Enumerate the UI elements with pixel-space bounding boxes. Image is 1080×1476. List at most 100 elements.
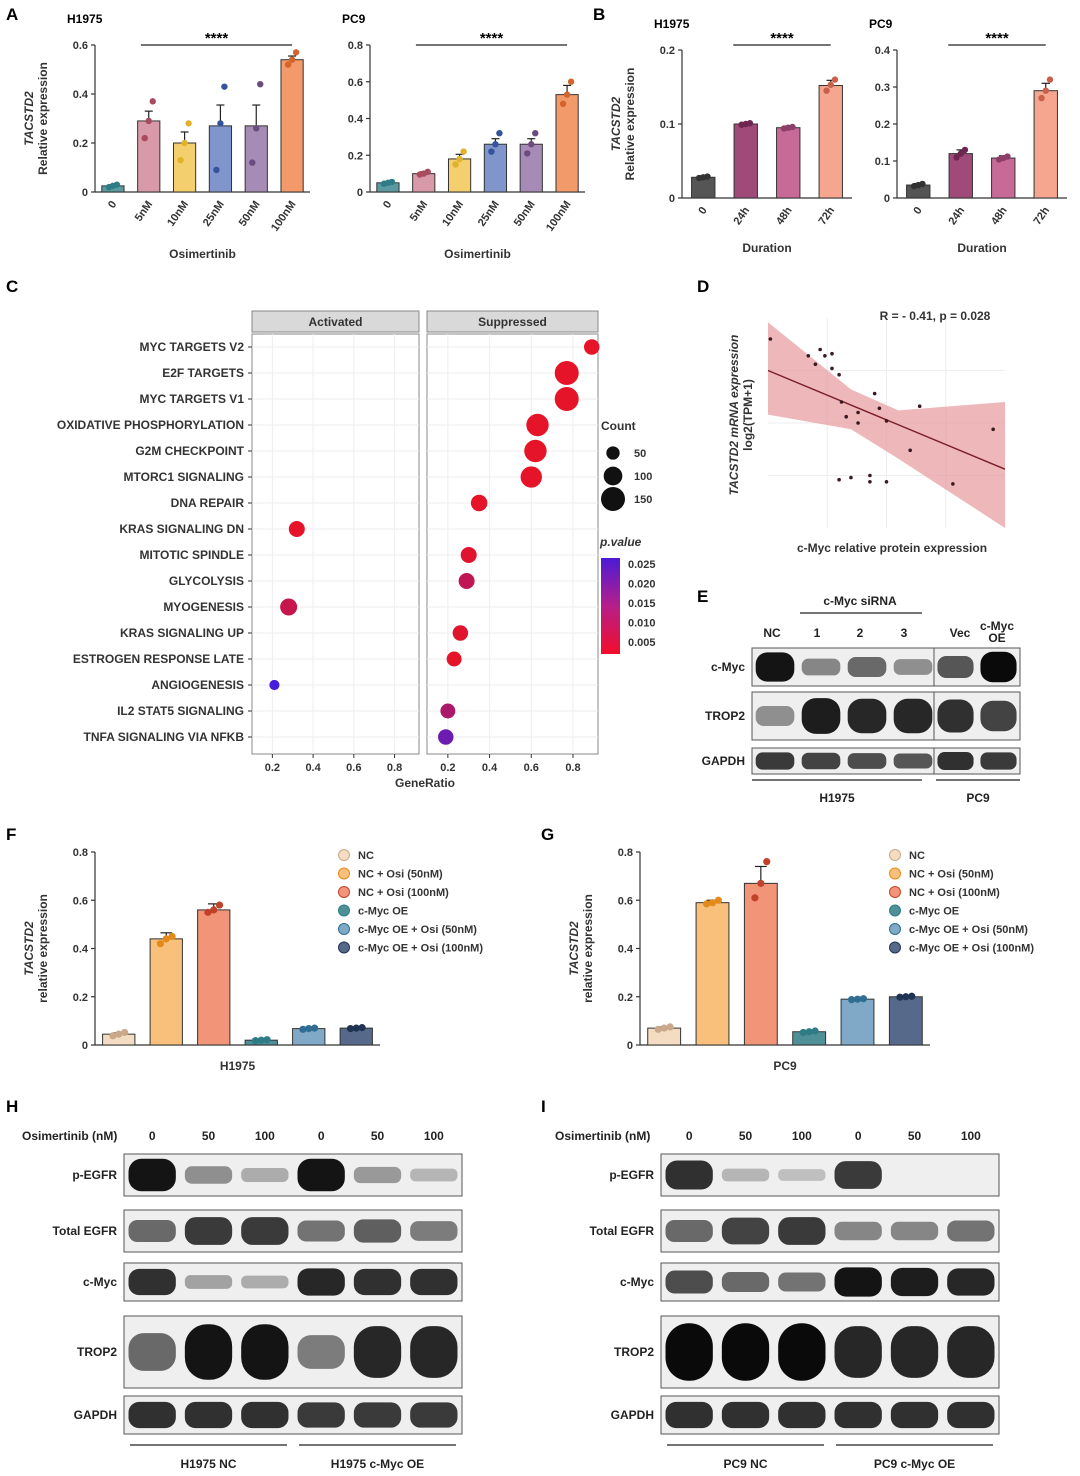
facet-strip: [426, 310, 599, 333]
data-point: [957, 150, 964, 157]
blot-band: [721, 1401, 770, 1429]
data-point: [961, 146, 969, 154]
bar: [555, 94, 579, 193]
dot: [526, 413, 549, 437]
x-tick-label: 24h: [731, 205, 752, 228]
x-axis-label: Duration: [742, 241, 791, 255]
lane-label: OE: [988, 631, 1005, 645]
blot-band: [847, 753, 887, 769]
data-point: [757, 879, 765, 887]
blot-band: [184, 1217, 233, 1245]
blot-band: [778, 1401, 826, 1429]
color-legend-label: 0.025: [628, 559, 656, 571]
y-tick-label: 0: [669, 193, 675, 205]
x-axis-label: GeneRatio: [395, 776, 455, 790]
blot-band: [410, 1326, 458, 1378]
chart-b-h1975: 0 0.1 0.2 H1975 TACSTD2 Relative expression 0 2…: [609, 17, 852, 255]
panel-label-h: H: [6, 1097, 18, 1116]
dot: [446, 651, 462, 667]
data-point: [352, 1024, 360, 1032]
y-axis-label: TACSTD2 mRNA expression: [727, 335, 741, 496]
size-legend-dot: [603, 466, 623, 486]
color-legend-label: 0.015: [628, 598, 656, 610]
bar: [149, 938, 183, 1046]
y-tick-label: 0: [82, 1040, 88, 1052]
color-legend-label: 0.005: [628, 637, 656, 649]
group-label: H1975 NC: [180, 1457, 236, 1471]
data-point: [823, 87, 830, 94]
blot-row-label: c-Myc: [620, 1275, 654, 1289]
blot-band: [241, 1324, 289, 1380]
blot-band: [847, 698, 887, 734]
blot-band: [410, 1268, 458, 1296]
group-label: H1975 c-Myc OE: [331, 1457, 424, 1471]
bar: [208, 125, 233, 193]
blot-band: [410, 1168, 458, 1182]
bar: [447, 158, 472, 193]
blot-band: [297, 1220, 345, 1242]
blot-band: [980, 700, 1017, 732]
data-point: [896, 993, 904, 1001]
data-point: [849, 475, 853, 480]
y-tick-label: 0.2: [348, 150, 363, 162]
data-point: [1004, 153, 1011, 160]
lane-label: 1: [814, 626, 821, 640]
chart-title: H1975: [67, 12, 103, 26]
lane-label: NC: [763, 626, 781, 640]
x-axis-label: PC9: [773, 1059, 797, 1073]
data-point: [763, 858, 771, 866]
blot-band: [947, 1220, 995, 1242]
y-tick-label: 0.2: [875, 119, 890, 131]
y-tick-label: 0.2: [73, 992, 88, 1004]
data-point: [859, 995, 868, 1003]
data-point: [902, 993, 910, 1001]
treatment-label: Osimertinib (nM): [22, 1129, 117, 1143]
y-axis-label-secondary: relative expression: [581, 894, 595, 1003]
data-point: [249, 159, 256, 166]
panel-label-g: G: [541, 825, 554, 844]
color-legend-label: 0.010: [628, 618, 656, 630]
data-point: [806, 354, 811, 358]
blot-band: [128, 1333, 176, 1371]
y-axis-label-secondary: log2(TPM+1): [741, 379, 755, 451]
color-legend-label: 0.020: [628, 579, 656, 591]
lane-label: Vec: [950, 626, 971, 640]
legend-label: c-Myc OE: [358, 906, 408, 918]
data-point: [919, 180, 926, 188]
y-tick-label: 0.2: [660, 45, 675, 57]
data-point: [358, 1024, 366, 1032]
data-point: [257, 1036, 265, 1044]
x-tick-label: 50nM: [237, 199, 263, 229]
significance-label: ****: [770, 30, 794, 47]
chart-f-h1975: 0 0.2 0.4 0.6 0.8 TACSTD2 relative expression H…: [22, 847, 483, 1073]
blot-band: [893, 753, 933, 769]
data-point: [768, 337, 773, 341]
x-tick-label: 0.8: [565, 762, 580, 774]
bar: [137, 120, 161, 193]
panel-label-e: E: [697, 587, 708, 606]
panel-label-a: A: [6, 5, 18, 24]
data-point: [837, 477, 841, 482]
y-tick-label: 0.4: [348, 114, 364, 126]
facet-panel: [251, 333, 420, 755]
blot-row-label: TROP2: [77, 1345, 117, 1359]
blot-band: [241, 1168, 289, 1182]
legend-label: NC + Osi (100nM): [358, 887, 449, 899]
data-point: [789, 123, 796, 131]
blot-band: [128, 1158, 176, 1192]
gene-set-label: KRAS SIGNALING UP: [120, 626, 244, 640]
bar: [280, 59, 304, 193]
bar: [888, 996, 923, 1046]
x-tick-label: 0: [911, 205, 924, 217]
blot-band: [834, 1401, 882, 1429]
bar: [840, 998, 875, 1046]
x-tick-label: 25nM: [201, 199, 227, 229]
data-point: [488, 148, 495, 155]
y-axis-label-secondary: Relative expression: [623, 68, 637, 181]
blot-band: [755, 706, 795, 726]
data-point: [524, 150, 531, 157]
bar: [991, 157, 1016, 199]
x-tick-label: 72h: [816, 205, 837, 228]
chart-c-dotplot: Activated 0.2 0.4 0.6 0.8 Suppressed 0.2 0.4 0.6…: [57, 310, 656, 790]
